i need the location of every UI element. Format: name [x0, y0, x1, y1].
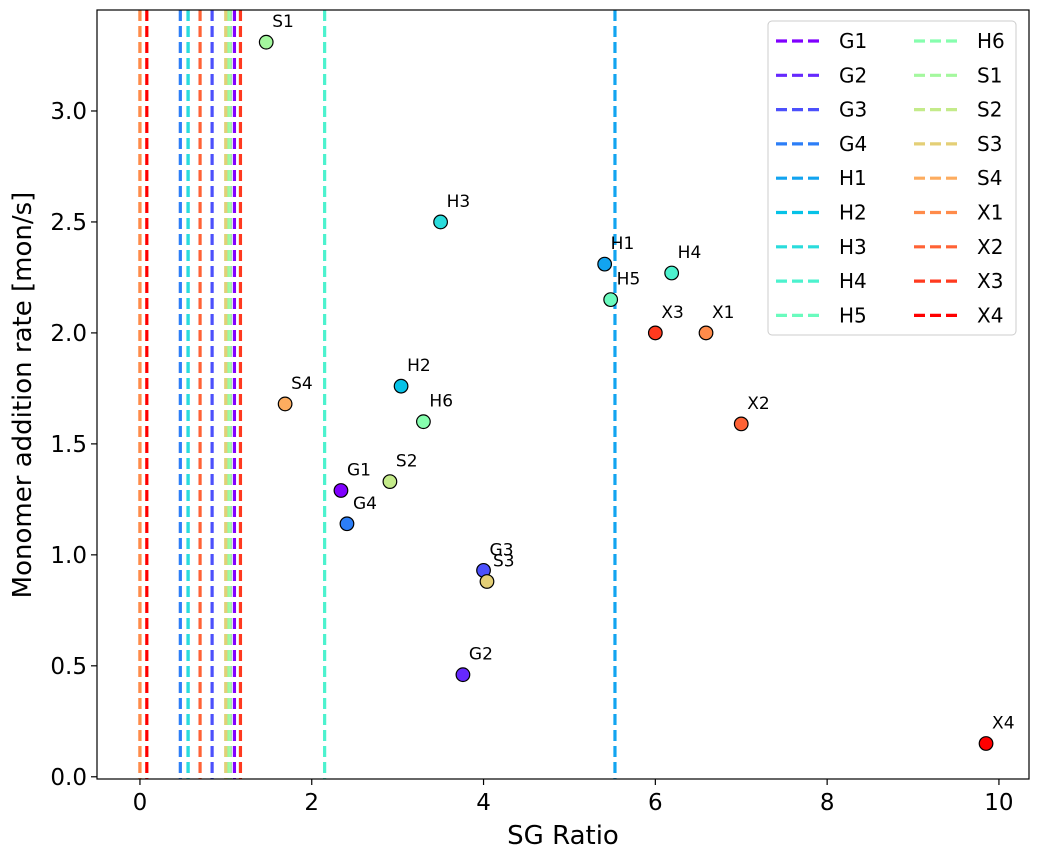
point-labels-group: G1 G2 G3 G4 H1 H2 H3 H4 H5 H6 S1 S2 S3 S4 X1 X2 X3 X4 [272, 12, 1014, 733]
point-label-g4: G4 [353, 494, 377, 514]
x-tick-label: 2 [304, 790, 319, 816]
legend-label: S4 [977, 166, 1002, 190]
x-tick-label: 4 [476, 790, 491, 816]
point-x1 [698, 325, 714, 341]
legend-item-g3: G3 [776, 98, 867, 122]
point-s2 [382, 474, 398, 490]
point-g2 [455, 667, 471, 683]
point-label-g3: G3 [490, 540, 514, 560]
point-label-s4: S4 [291, 374, 313, 394]
point-s1 [258, 34, 274, 50]
legend-box [767, 20, 1017, 336]
y-tick-label: 1.0 [50, 543, 87, 569]
legend-item-s4: S4 [914, 166, 1002, 190]
legend-label: H5 [839, 303, 867, 327]
point-label-s2: S2 [396, 452, 418, 472]
legend-label: H3 [839, 235, 867, 259]
legend-item-g4: G4 [776, 132, 867, 156]
legend-label: H1 [839, 166, 867, 190]
legend-item-s2: S2 [914, 98, 1002, 122]
y-tick-label: 3.0 [50, 99, 87, 125]
point-h2 [393, 378, 409, 394]
point-label-h2: H2 [407, 356, 431, 376]
plot-frame [96, 9, 1030, 780]
point-label-h5: H5 [617, 270, 641, 290]
legend-item-h3: H3 [776, 235, 867, 259]
point-x3 [647, 325, 663, 341]
legend-label: X4 [977, 303, 1003, 327]
y-tick-label: 2.0 [50, 321, 87, 347]
point-label-x4: X4 [992, 713, 1014, 733]
y-axis-title: Monomer addition rate [mon/s] [8, 192, 38, 599]
point-h1 [597, 256, 613, 272]
x-tick-label: 8 [820, 790, 835, 816]
legend-label: H6 [977, 29, 1005, 53]
point-label-s1: S1 [272, 12, 294, 32]
legend-label: H2 [839, 201, 867, 225]
point-x2 [733, 416, 749, 432]
legend-label: G2 [839, 63, 867, 87]
point-label-h1: H1 [611, 234, 635, 254]
legend-item-x4: X4 [914, 303, 1003, 327]
point-g1 [333, 483, 349, 498]
legend-item-g1: G1 [776, 29, 867, 53]
legend-label: X1 [977, 201, 1003, 225]
point-label-h4: H4 [678, 243, 702, 263]
y-tick-label: 2.5 [50, 210, 87, 236]
legend: G1 G2 G3 G4 H1 H2 H3 H4 H5 H6 S1 S2 S3 S4 X1 X2 X3 X4 [767, 20, 1017, 336]
legend-label: S2 [977, 98, 1002, 122]
legend-label: X2 [977, 235, 1003, 259]
point-h5 [603, 292, 619, 308]
legend-label: G3 [839, 98, 867, 122]
legend-item-h5: H5 [776, 303, 867, 327]
x-tick-label: 6 [648, 790, 663, 816]
legend-label: X3 [977, 269, 1003, 293]
legend-item-s1: S1 [914, 63, 1002, 87]
y-tick-label: 0.0 [50, 765, 87, 791]
legend-label: S3 [977, 132, 1002, 156]
x-axis-title: SG Ratio [507, 821, 619, 851]
legend-label: G1 [839, 29, 867, 53]
legend-item-x3: X3 [914, 269, 1003, 293]
point-label-h3: H3 [447, 192, 471, 212]
legend-item-h1: H1 [776, 166, 867, 190]
point-s4 [277, 396, 293, 412]
point-label-x3: X3 [661, 303, 683, 323]
x-tick-label: 0 [133, 790, 148, 816]
legend-item-h6: H6 [914, 29, 1005, 53]
point-x4 [978, 736, 994, 751]
points-group [258, 34, 994, 751]
legend-item-h4: H4 [776, 269, 867, 293]
point-label-g1: G1 [347, 460, 371, 480]
y-tick-label: 1.5 [50, 432, 87, 458]
legend-item-h2: H2 [776, 201, 867, 225]
point-g4 [339, 516, 355, 532]
legend-item-x1: X1 [914, 201, 1003, 225]
point-label-s3: S3 [493, 551, 515, 571]
point-h6 [416, 414, 431, 430]
legend-item-x2: X2 [914, 235, 1003, 259]
point-h3 [433, 214, 448, 230]
legend-label: S1 [977, 63, 1002, 87]
legend-label: G4 [839, 132, 867, 156]
x-axis-ticks: 0 2 4 6 8 10 [133, 779, 1014, 816]
y-axis-ticks: 0.0 0.5 1.0 1.5 2.0 2.5 3.0 [50, 99, 97, 791]
point-label-x2: X2 [747, 394, 769, 414]
legend-item-g2: G2 [776, 63, 867, 87]
point-label-g2: G2 [469, 645, 493, 665]
point-label-h6: H6 [429, 392, 453, 412]
point-label-x1: X1 [712, 303, 734, 323]
x-tick-label: 10 [984, 790, 1013, 816]
legend-item-s3: S3 [914, 132, 1002, 156]
point-h4 [664, 265, 680, 281]
y-tick-label: 0.5 [50, 654, 87, 680]
point-s3 [479, 574, 495, 589]
legend-label: H4 [839, 269, 867, 293]
vertical-lines-group [138, 10, 617, 779]
